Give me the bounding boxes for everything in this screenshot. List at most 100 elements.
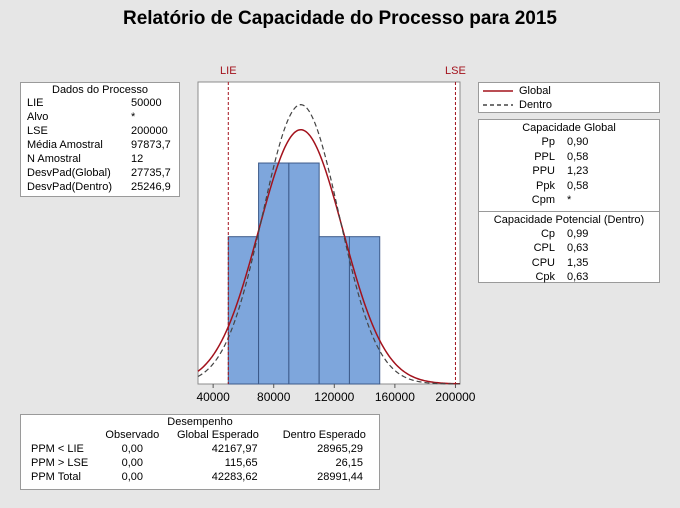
histogram-bar: [258, 162, 290, 385]
legend-item: Dentro: [483, 98, 655, 112]
performance-header: Desempenho: [167, 416, 233, 428]
distribution-curve: [197, 128, 461, 385]
potential-capability-header: Capacidade Potencial (Dentro): [493, 213, 645, 226]
capability-value: 0,99: [567, 227, 589, 240]
histogram-bar: [227, 236, 260, 385]
performance-row-label: PPM Total: [31, 471, 81, 483]
performance-column-header: [21, 428, 98, 442]
performance-row-label: PPM < LIE: [31, 443, 84, 455]
performance-observed: 0,00: [121, 471, 144, 483]
capability-value: 0,58: [567, 150, 589, 163]
legend-line-icon: [483, 104, 513, 106]
performance-row-label: PPM > LSE: [31, 457, 89, 469]
performance-observed: 0,00: [121, 457, 144, 469]
process-data-label: DesvPad(Dentro): [27, 181, 112, 193]
histogram-bars: [227, 162, 381, 385]
process-data-label: DesvPad(Global): [27, 167, 111, 179]
capability-row: Cp 0,99: [479, 227, 659, 242]
capability-value: 1,23: [567, 165, 589, 177]
capability-panel: Capacidade Global Pp 0,90 PPL 0,58 PPU 1,23 Pp…: [478, 119, 660, 283]
x-tick-label: 40000: [196, 390, 230, 404]
process-data-value: *: [131, 111, 136, 123]
process-data-label: N Amostral: [27, 153, 81, 165]
capability-label: Cpk: [535, 271, 555, 283]
process-data-value: 200000: [131, 125, 168, 137]
performance-table: Observado Global Esperado Dentro Esperado …: [21, 428, 379, 484]
capability-row: Pp 0,90: [479, 135, 659, 150]
capability-value: 1,35: [567, 256, 589, 269]
chart-title: Relatório de Capacidade do Processo para…: [122, 8, 557, 29]
legend-items: Global Dentro: [483, 84, 655, 112]
x-tick-label: 120000: [314, 390, 354, 404]
spec-limit-label: LSE: [445, 65, 466, 77]
performance-overall: 42283,62: [211, 471, 258, 483]
performance-header-row: Observado Global Esperado Dentro Esperado: [21, 428, 379, 442]
legend-label: Global: [519, 85, 551, 97]
capability-row: Ppk 0,58: [479, 179, 659, 194]
performance-overall: 42167,97: [211, 443, 258, 455]
performance-row: PPM > LSE 0,00 115,65 26,15: [21, 456, 379, 470]
performance-column-header: Observado: [105, 429, 160, 441]
spec-limits: LIE LSE: [220, 65, 466, 384]
x-tick-label: 80000: [257, 390, 291, 404]
histogram-bar: [318, 236, 350, 385]
process-data-value: 50000: [131, 97, 162, 109]
capability-label: PPL: [534, 150, 555, 163]
performance-body: PPM < LIE 0,00 42167,97 28965,29 PPM > LSE 0,…: [21, 442, 379, 484]
process-data-value: 97873,7: [131, 139, 171, 151]
process-data-row: DesvPad(Global) 27735,7: [27, 166, 173, 180]
histogram-bar: [348, 236, 381, 385]
capability-label: Ppk: [536, 179, 555, 192]
process-data-header: Dados do Processo: [52, 84, 148, 96]
capability-row: CPU 1,35: [479, 256, 659, 271]
legend-label: Dentro: [519, 99, 553, 111]
capability-label: Pp: [541, 136, 555, 148]
process-data-value: 12: [131, 153, 144, 165]
process-data-rows: LIE 50000 Alvo * LSE 200000 Média Amostral 9787…: [27, 96, 173, 194]
capability-value: *: [567, 194, 572, 206]
capability-label: CPL: [533, 242, 555, 254]
distribution-curves: [197, 104, 461, 385]
spec-limit-label: LIE: [220, 65, 237, 77]
capability-label: Cpm: [531, 194, 555, 206]
process-data-row: N Amostral 12: [27, 152, 173, 166]
potential-capability-rows: Cp 0,99 CPL 0,63 CPU 1,35 Cpk 0,63: [479, 227, 659, 285]
legend-item: Global: [483, 84, 655, 98]
x-tick-label: 160000: [375, 390, 415, 404]
performance-row: PPM Total 0,00 42283,62 28991,44: [21, 470, 379, 484]
process-data-row: LIE 50000: [27, 96, 173, 110]
performance-observed: 0,00: [121, 443, 144, 455]
capability-label: CPU: [531, 256, 555, 269]
performance-row: PPM < LIE 0,00 42167,97 28965,29: [21, 442, 379, 456]
process-data-label: Alvo: [27, 111, 49, 123]
performance-within: 28965,29: [317, 443, 363, 455]
capability-value: 0,90: [567, 136, 589, 148]
capability-value: 0,63: [567, 242, 589, 254]
capability-row: Cpm *: [479, 193, 659, 208]
legend: Global Dentro: [478, 82, 660, 113]
capability-label: Cp: [540, 227, 555, 240]
overall-capability-rows: Pp 0,90 PPL 0,58 PPU 1,23 Ppk 0,58 Cpm *: [479, 135, 659, 208]
capability-value: 0,58: [567, 179, 589, 192]
capability-divider: [479, 210, 659, 212]
process-data-row: DesvPad(Dentro) 25246,9: [27, 180, 173, 194]
capability-label: PPU: [532, 165, 555, 177]
process-data-label: LIE: [27, 97, 44, 109]
legend-line-icon: [483, 90, 513, 92]
x-tick-label: 200000: [435, 390, 475, 404]
capability-row: PPL 0,58: [479, 150, 659, 165]
capability-row: CPL 0,63: [479, 241, 659, 256]
performance-within: 28991,44: [317, 471, 363, 483]
distribution-curve: [197, 104, 460, 385]
performance-overall: 115,65: [224, 457, 258, 469]
capability-row: Cpk 0,63: [479, 270, 659, 285]
process-data-label: LSE: [27, 125, 48, 137]
process-data-row: LSE 200000: [27, 124, 173, 138]
overall-capability-header: Capacidade Global: [522, 122, 616, 134]
x-axis: 40000 80000 120000 160000 200000: [196, 384, 476, 404]
histogram-bar: [288, 162, 320, 385]
process-data-value: 27735,7: [131, 167, 171, 179]
capability-row: PPU 1,23: [479, 164, 659, 179]
performance-panel: Desempenho Observado Global Esperado Dentr…: [20, 414, 380, 490]
